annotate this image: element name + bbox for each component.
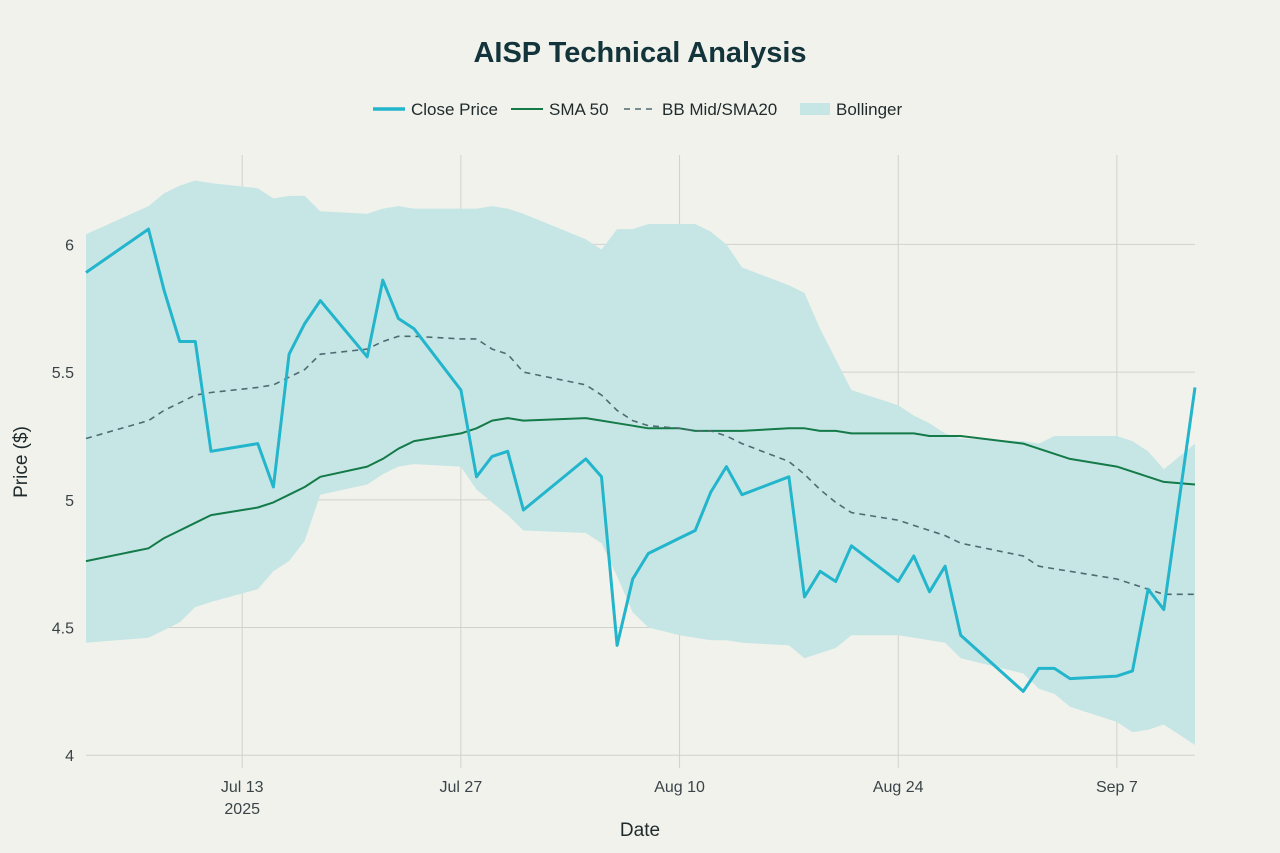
legend-label-bollinger: Bollinger — [836, 100, 902, 119]
chart-title: AISP Technical Analysis — [473, 37, 806, 69]
y-tick-label: 4.5 — [52, 621, 74, 638]
x-tick-label: Jul 27 — [440, 779, 483, 796]
legend-label-sma-50: SMA 50 — [549, 100, 609, 119]
sma-50-line — [85, 417, 1196, 563]
x-tick-label: Sep 7 — [1096, 779, 1138, 796]
legend-label-close-price: Close Price — [411, 100, 498, 119]
x-tick-year-label: 2025 — [224, 801, 260, 818]
x-tick-label: Aug 24 — [873, 779, 924, 796]
legend-item-close-price[interactable]: Close Price — [373, 100, 498, 119]
legend-item-bollinger[interactable]: Bollinger — [800, 100, 902, 119]
y-tick-label: 6 — [65, 237, 74, 254]
y-axis-label: Price ($) — [11, 426, 32, 498]
y-tick-label: 5.5 — [52, 365, 74, 382]
legend: Close Price SMA 50 BB Mid/SMA20 Bollinge… — [373, 100, 902, 119]
x-axis-label: Date — [620, 820, 660, 841]
legend-label-bb-mid-sma20: BB Mid/SMA20 — [662, 100, 777, 119]
y-tick-label: 4 — [65, 748, 74, 765]
close-price-line — [85, 227, 1197, 693]
x-tick-label: Aug 10 — [654, 779, 705, 796]
y-axis-ticks: 4 4.5 5 5.5 6 — [52, 237, 74, 765]
bollinger-band-layer — [86, 180, 1195, 745]
y-tick-label: 5 — [65, 493, 74, 510]
series-lines-layer — [85, 227, 1197, 693]
legend-swatch-bollinger — [800, 103, 830, 115]
legend-item-bb-mid-sma20[interactable]: BB Mid/SMA20 — [624, 100, 777, 119]
x-axis-ticks: Jul 13 2025 Jul 27 Aug 10 Aug 24 Sep 7 — [221, 779, 1138, 818]
bb-mid-sma20-line — [85, 335, 1195, 596]
x-tick-label: Jul 13 — [221, 779, 264, 796]
legend-item-sma-50[interactable]: SMA 50 — [511, 100, 609, 119]
bollinger-band-area — [86, 180, 1195, 745]
